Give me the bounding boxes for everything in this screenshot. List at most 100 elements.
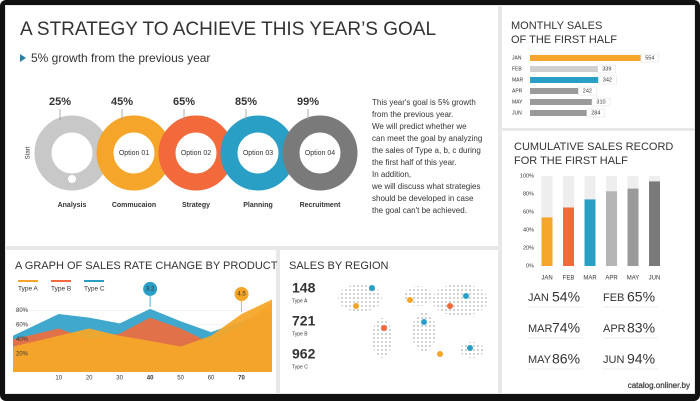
month-label: MAR: [512, 77, 524, 83]
stat-month: MAR: [528, 323, 553, 335]
description-line: This year's goal is 5% growth: [372, 98, 476, 107]
x-tick-label: 40: [147, 376, 154, 382]
description-line: from the previous year.: [372, 110, 453, 119]
month-label: FEB: [512, 66, 522, 72]
month-label: JAN: [512, 55, 522, 61]
y-tick-label: 60%: [16, 322, 29, 328]
step-icon: [68, 175, 76, 183]
step-label: Strategy: [182, 202, 210, 209]
legend-label: Type C: [84, 286, 105, 293]
bar: [606, 191, 617, 266]
y-tick-label: 80%: [16, 308, 29, 314]
rate-title: A GRAPH OF SALES RATE CHANGE BY PRODUCT: [15, 260, 278, 272]
description-line: the sales of Type a, b, c during: [372, 146, 481, 155]
stat-value: 74%: [552, 320, 580, 336]
y-tick-label: 80%: [523, 191, 534, 197]
region-value: 721: [292, 313, 316, 329]
step-percent: 25%: [49, 96, 71, 108]
x-tick-label: 30: [116, 376, 123, 382]
value-box: [640, 53, 660, 63]
y-tick-label: 100%: [520, 173, 534, 179]
area: [13, 299, 272, 372]
month-label: JUN: [512, 110, 522, 116]
step-label: Commucaion: [112, 202, 156, 209]
y-tick-label: 20%: [16, 351, 29, 357]
ring: [282, 115, 358, 191]
value-box: [598, 75, 617, 85]
stat-month: JAN: [528, 292, 549, 304]
bar: [627, 188, 639, 266]
stat-month: MAY: [528, 354, 552, 366]
world-map: [338, 284, 488, 358]
step-option: Option 04: [305, 150, 335, 157]
bar: [541, 217, 553, 266]
step-percent: 45%: [111, 96, 133, 108]
x-tick-label: JAN: [541, 276, 552, 282]
description-line: should be developed in case: [372, 194, 474, 203]
value-box: [586, 108, 606, 118]
step-option: Option 01: [119, 150, 149, 157]
step-label: Planning: [243, 202, 273, 209]
value-box: [578, 86, 597, 96]
monthly-title: MONTHLY SALES: [511, 20, 602, 32]
description-line: the first half of this year.: [372, 158, 456, 167]
value-label: 310: [596, 99, 605, 105]
region-label: Type B: [292, 331, 308, 337]
pin-label: 4.5: [237, 292, 246, 298]
monthly-title: OF THE FIRST HALF: [511, 34, 617, 46]
title: A STRATEGY TO ACHIEVE THIS YEAR’S GOAL: [20, 19, 436, 40]
description-line: we will discuss what strategies: [371, 182, 480, 191]
x-tick-label: MAR: [583, 276, 597, 282]
bar: [530, 66, 598, 72]
x-tick-label: MAY: [627, 276, 640, 282]
stat-value: 65%: [627, 289, 655, 305]
stat-month: FEB: [603, 292, 624, 304]
y-tick-label: 40%: [16, 337, 29, 343]
y-tick-label: 40%: [523, 227, 534, 233]
pin: [143, 281, 158, 296]
x-tick-label: 60: [208, 376, 215, 382]
stat-value: 94%: [627, 351, 655, 367]
x-tick-label: APR: [605, 276, 618, 282]
value-box: [591, 97, 611, 107]
x-tick-label: 20: [86, 376, 93, 382]
stat-month: JUN: [603, 354, 624, 366]
bar: [530, 77, 599, 83]
step-label: Analysis: [58, 202, 87, 209]
stat-value: 86%: [552, 351, 580, 367]
stat-value: 54%: [552, 289, 580, 305]
subtitle: 5% growth from the previous year: [31, 51, 210, 65]
region-value: 148: [292, 280, 316, 296]
month-label: APR: [512, 88, 523, 94]
step-percent: 99%: [297, 96, 319, 108]
bar: [563, 207, 574, 266]
bar: [584, 199, 596, 266]
value-label: 342: [603, 77, 612, 83]
x-tick-label: 10: [55, 376, 62, 382]
bar: [649, 181, 660, 266]
y-tick-label: 20%: [523, 245, 534, 251]
step-option: Option 02: [181, 150, 211, 157]
start-label: Start: [26, 146, 32, 159]
step-percent: 65%: [173, 96, 195, 108]
step-label: Recruitment: [300, 202, 342, 209]
description-line: the goal can't be achieved.: [372, 206, 467, 215]
region-title: SALES BY REGION: [289, 260, 389, 272]
legend-label: Type B: [51, 286, 71, 293]
x-tick-label: 70: [238, 376, 245, 382]
x-tick-label: JUN: [649, 276, 661, 282]
step-option: Option 03: [243, 150, 273, 157]
pin: [234, 287, 249, 301]
panel-cumulative: [502, 131, 694, 393]
pin-label: 3.2: [146, 287, 155, 293]
value-label: 554: [645, 55, 654, 61]
description-line: can meet the goal by analyzing: [372, 134, 482, 143]
bullet: [20, 54, 26, 62]
bar: [530, 99, 592, 105]
cumulative-title: FOR THE FIRST HALF: [514, 155, 628, 167]
y-tick-label: 0%: [526, 263, 534, 269]
stat-value: 83%: [627, 320, 655, 336]
value-box: [597, 64, 617, 74]
step-percent: 85%: [235, 96, 257, 108]
region-label: Type A: [292, 298, 308, 304]
